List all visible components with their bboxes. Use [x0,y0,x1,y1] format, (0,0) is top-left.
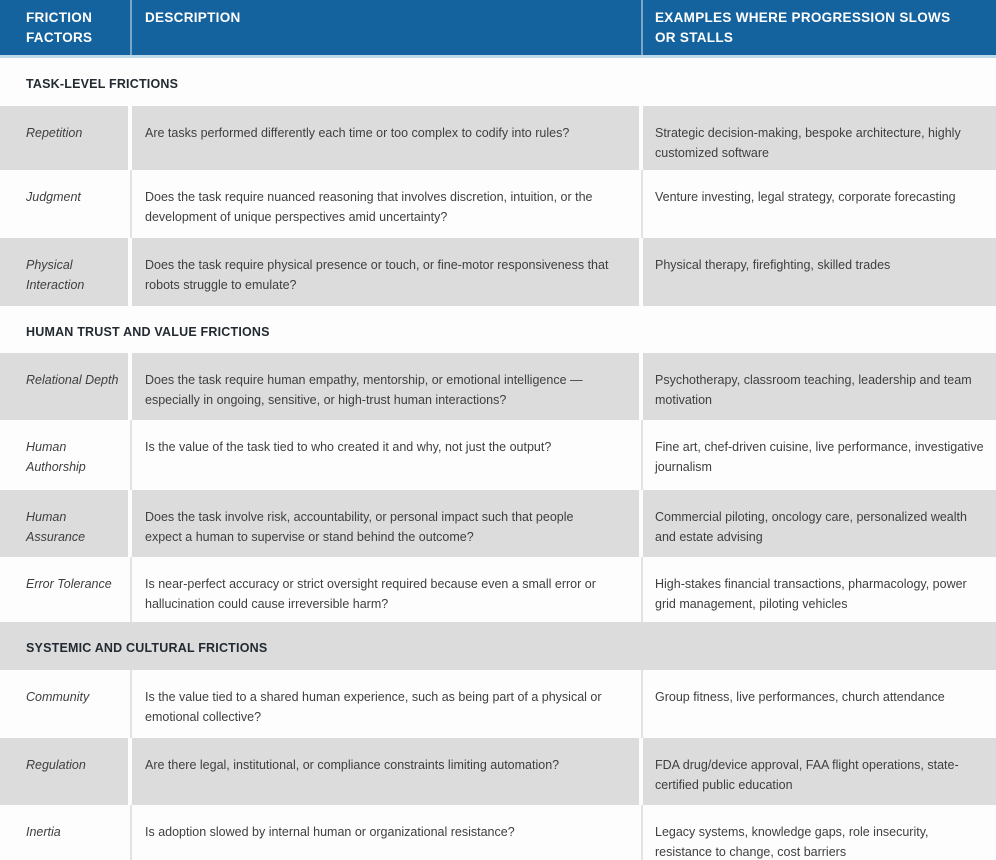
factor-cell: Judgment [0,170,132,238]
examples-cell: Fine art, chef-driven cuisine, live perf… [655,440,984,474]
table-row: Repetition Are tasks performed different… [0,106,996,170]
description-cell: Does the task require human empathy, men… [132,353,643,420]
table-row: Judgment Does the task require nuanced r… [0,170,996,238]
table-row: Regulation Are there legal, institutiona… [0,738,996,805]
table-row: Relational Depth Does the task require h… [0,353,996,420]
table-row: Physical Interaction Does the task requi… [0,238,996,306]
factor-cell: Relational Depth [0,353,132,420]
table-row: Inertia Is adoption slowed by internal h… [0,805,996,860]
table-row: Community Is the value tied to a shared … [0,670,996,738]
description-cell: Are tasks performed differently each tim… [132,106,643,170]
factor-cell: Regulation [0,738,132,805]
section-header-systemic-cultural: SYSTEMIC AND CULTURAL FRICTIONS [0,622,996,670]
section-header-task-level: TASK-LEVEL FRICTIONS [0,58,996,106]
description-cell: Is near-perfect accuracy or strict overs… [132,557,643,622]
description-cell: Is the value of the task tied to who cre… [132,420,643,490]
description-cell: Is the value tied to a shared human expe… [132,670,643,738]
examples-cell: Legacy systems, knowledge gaps, role ins… [655,825,929,859]
description-cell: Does the task require physical presence … [132,238,643,306]
column-header-friction-factors: FRICTION FACTORS [0,0,132,55]
table-header-row: FRICTION FACTORS DESCRIPTION EXAMPLES WH… [0,0,996,58]
description-cell: Are there legal, institutional, or compl… [132,738,643,805]
factor-cell: Repetition [0,106,132,170]
examples-cell: Commercial piloting, oncology care, pers… [655,510,967,544]
factor-cell: Human Authorship [0,420,132,490]
factor-cell: Error Tolerance [0,557,132,622]
column-header-examples: EXAMPLES WHERE PROGRESSION SLOWS OR STAL… [655,10,951,46]
table-row: Human Assurance Does the task involve ri… [0,490,996,557]
examples-cell: Group fitness, live performances, church… [655,690,945,704]
examples-cell: Psychotherapy, classroom teaching, leade… [655,373,972,407]
column-header-description: DESCRIPTION [132,0,643,55]
examples-cell: FDA drug/device approval, FAA flight ope… [655,758,959,792]
examples-cell: Strategic decision-making, bespoke archi… [655,126,961,160]
description-cell: Does the task require nuanced reasoning … [132,170,643,238]
examples-cell: Venture investing, legal strategy, corpo… [655,190,956,204]
factor-cell: Human Assurance [0,490,132,557]
factor-cell: Community [0,670,132,738]
factor-cell: Physical Interaction [0,238,132,306]
examples-cell: Physical therapy, firefighting, skilled … [655,258,891,272]
section-header-human-trust: HUMAN TRUST AND VALUE FRICTIONS [0,306,996,353]
description-cell: Is adoption slowed by internal human or … [132,805,643,860]
table-row: Error Tolerance Is near-perfect accuracy… [0,557,996,622]
table-row: Human Authorship Is the value of the tas… [0,420,996,490]
factor-cell: Inertia [0,805,132,860]
examples-cell: High-stakes financial transactions, phar… [655,577,967,611]
description-cell: Does the task involve risk, accountabili… [132,490,643,557]
